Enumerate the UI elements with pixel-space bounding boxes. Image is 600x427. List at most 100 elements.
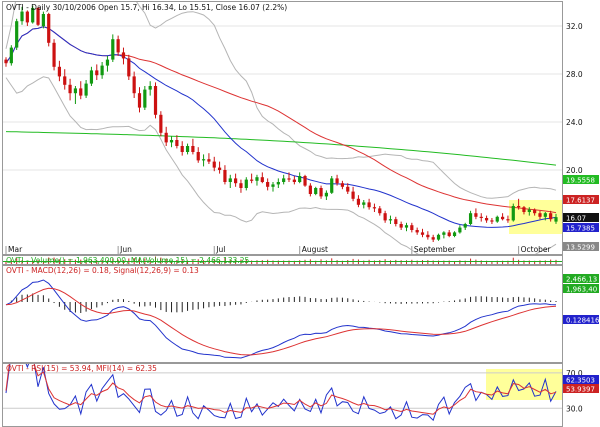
ma-long-line bbox=[5, 131, 557, 166]
value-tag-box bbox=[563, 223, 599, 232]
candle-body bbox=[303, 176, 307, 186]
bollinger-lower-line bbox=[5, 76, 557, 254]
price-y-tick-label: 32.0 bbox=[566, 22, 583, 31]
candle-body bbox=[111, 39, 115, 60]
price-y-tick-label: 20.0 bbox=[566, 166, 583, 175]
candle-body bbox=[362, 202, 366, 205]
candle-body bbox=[271, 184, 275, 187]
candle-body bbox=[239, 183, 243, 188]
value-tag-label: 2,466,13 bbox=[566, 276, 597, 284]
candle-body bbox=[287, 178, 291, 180]
value-tag-box bbox=[563, 175, 599, 184]
candle-body bbox=[431, 237, 435, 240]
candle-body bbox=[212, 161, 216, 168]
candle-body bbox=[20, 11, 24, 22]
candle-body bbox=[484, 218, 489, 221]
candle-body bbox=[250, 179, 254, 181]
mfi-line bbox=[5, 364, 557, 422]
candle-body bbox=[143, 89, 147, 108]
candle-body bbox=[153, 86, 158, 115]
rsi-highlight-box bbox=[486, 369, 562, 400]
rsi-title: OVTI - RSI(15) = 53.94, MFI(14) = 62.35 bbox=[6, 364, 157, 373]
candle-body bbox=[127, 58, 131, 77]
rsi-y-tick-label: 70.0 bbox=[566, 369, 583, 378]
candle-body bbox=[447, 232, 451, 236]
candle-body bbox=[36, 8, 40, 25]
candle-body bbox=[367, 202, 371, 208]
candle-body bbox=[196, 152, 200, 161]
candle-body bbox=[260, 177, 264, 182]
price-y-tick-label: 28.0 bbox=[566, 70, 583, 79]
value-tag-box bbox=[563, 195, 599, 204]
volume-panel bbox=[2, 255, 563, 265]
candle-body bbox=[404, 225, 409, 228]
macd-title: OVTI - MACD(12,26) = 0.18, Signal(12,26,… bbox=[6, 266, 199, 275]
value-tag-label: 15.7385 bbox=[566, 225, 595, 233]
candle-body bbox=[324, 192, 328, 197]
macd-panel bbox=[2, 265, 563, 363]
candle-body bbox=[474, 213, 478, 217]
candle-body bbox=[68, 84, 72, 94]
candle-body bbox=[217, 167, 222, 170]
candle-body bbox=[442, 232, 446, 235]
candle-body bbox=[25, 11, 29, 23]
candle-body bbox=[266, 182, 270, 187]
candle-body bbox=[15, 21, 19, 48]
x-tick-label: September bbox=[414, 245, 456, 254]
candle-body bbox=[501, 216, 505, 220]
candle-body bbox=[517, 206, 521, 208]
candle-body bbox=[95, 70, 99, 76]
candle-body bbox=[159, 114, 163, 133]
candle-body bbox=[410, 225, 414, 230]
value-tag-label: 62.3503 bbox=[566, 377, 595, 385]
candle-body bbox=[180, 146, 184, 152]
candle-body bbox=[52, 42, 56, 67]
value-tag-box bbox=[563, 213, 599, 222]
bollinger-upper-line bbox=[5, 2, 557, 199]
candle-body bbox=[426, 234, 430, 238]
value-tag-label: 13.5299 bbox=[566, 244, 595, 252]
candle-body bbox=[100, 65, 104, 76]
x-tick-label: August bbox=[302, 245, 328, 254]
candle-body bbox=[372, 207, 377, 209]
candle-body bbox=[148, 86, 152, 90]
candle-body bbox=[105, 59, 110, 66]
candle-body bbox=[175, 140, 179, 146]
candle-body bbox=[79, 88, 83, 96]
rsi-y-tick-label: 30.0 bbox=[566, 404, 583, 413]
x-tick-label: Mar bbox=[8, 245, 23, 254]
candle-body bbox=[506, 219, 510, 221]
candle-body bbox=[319, 188, 323, 197]
value-tag-label: 53.9397 bbox=[566, 386, 595, 394]
price-y-tick-label: 24.0 bbox=[566, 118, 583, 127]
value-tag-box bbox=[563, 315, 599, 324]
rsi-line bbox=[5, 364, 557, 415]
candle-body bbox=[223, 170, 227, 182]
candle-body bbox=[399, 224, 403, 228]
candle-body bbox=[394, 219, 398, 224]
candle-body bbox=[383, 213, 387, 221]
candle-body bbox=[463, 224, 467, 228]
value-tag-box bbox=[563, 375, 599, 384]
candle-body bbox=[527, 209, 531, 212]
candle-body bbox=[282, 178, 286, 182]
price-title: OVTI - Daily 30/10/2006 Open 15.7, Hi 16… bbox=[6, 3, 287, 12]
value-tag-box bbox=[563, 274, 599, 283]
candle-body bbox=[47, 14, 51, 43]
candle-body bbox=[495, 216, 499, 222]
candle-body bbox=[335, 178, 339, 184]
value-tag-label: 19.5558 bbox=[566, 177, 595, 185]
candle-body bbox=[89, 70, 94, 84]
value-tag-label: 16.07 bbox=[566, 215, 586, 223]
candle-body bbox=[244, 179, 248, 188]
candle-body bbox=[234, 178, 238, 184]
candle-body bbox=[164, 132, 168, 143]
candle-body bbox=[191, 146, 195, 152]
candle-body bbox=[31, 8, 35, 23]
candle-body bbox=[132, 76, 136, 94]
candle-body bbox=[116, 39, 120, 53]
value-tag-box bbox=[563, 384, 599, 393]
candle-body bbox=[330, 178, 334, 193]
candle-body bbox=[308, 185, 312, 194]
